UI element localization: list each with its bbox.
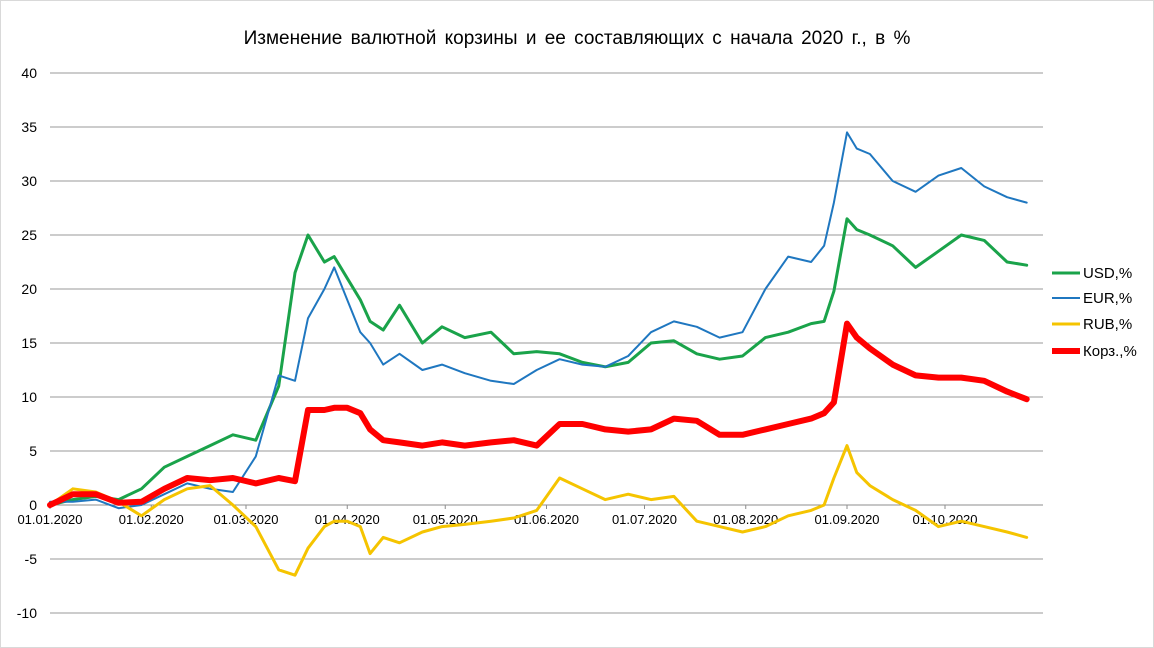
y-tick-label: 40 [21, 65, 37, 81]
gridlines [50, 72, 1043, 614]
x-tick-label: 01.06.2020 [514, 512, 579, 527]
series-line-eur [49, 131, 1028, 510]
y-tick-label: -10 [17, 605, 37, 621]
legend: USD,% EUR,% RUB,% Корз.,% [1052, 265, 1137, 360]
x-tick-label: 01.04.2020 [315, 512, 380, 527]
x-tick-label: 01.09.2020 [814, 512, 879, 527]
legend-label: EUR,% [1083, 290, 1132, 307]
x-tick-label: 01.01.2020 [17, 512, 82, 527]
series-line-rub [48, 444, 1029, 577]
x-axis-labels: 01.01.2020 01.02.2020 01.03.2020 01.04.2020… [17, 505, 978, 527]
y-tick-label: 0 [29, 497, 37, 513]
x-tick-label: 01.03.2020 [213, 512, 278, 527]
chart-title: Изменение валютной корзины и ее составля… [243, 28, 911, 49]
legend-label: RUB,% [1083, 316, 1132, 333]
x-tick-label: 01.08.2020 [713, 512, 778, 527]
series-line-usd [48, 217, 1029, 507]
y-tick-label: 10 [21, 389, 37, 405]
y-tick-label: 35 [21, 119, 37, 135]
series-line-корз [47, 320, 1030, 508]
y-tick-label: 25 [21, 227, 37, 243]
x-tick-label: 01.07.2020 [612, 512, 677, 527]
x-tick-label: 01.02.2020 [119, 512, 184, 527]
y-tick-label: 20 [21, 281, 37, 297]
series-lines [47, 131, 1030, 577]
y-tick-label: 30 [21, 173, 37, 189]
legend-label: Корз.,% [1083, 343, 1137, 360]
y-tick-label: -5 [25, 551, 38, 567]
legend-label: USD,% [1083, 265, 1132, 282]
x-tick-label: 01.10.2020 [912, 512, 977, 527]
y-tick-label: 15 [21, 335, 37, 351]
y-tick-label: 5 [29, 443, 37, 459]
y-axis-labels: 40 35 30 25 20 15 10 5 0 -5 -10 [17, 65, 37, 621]
